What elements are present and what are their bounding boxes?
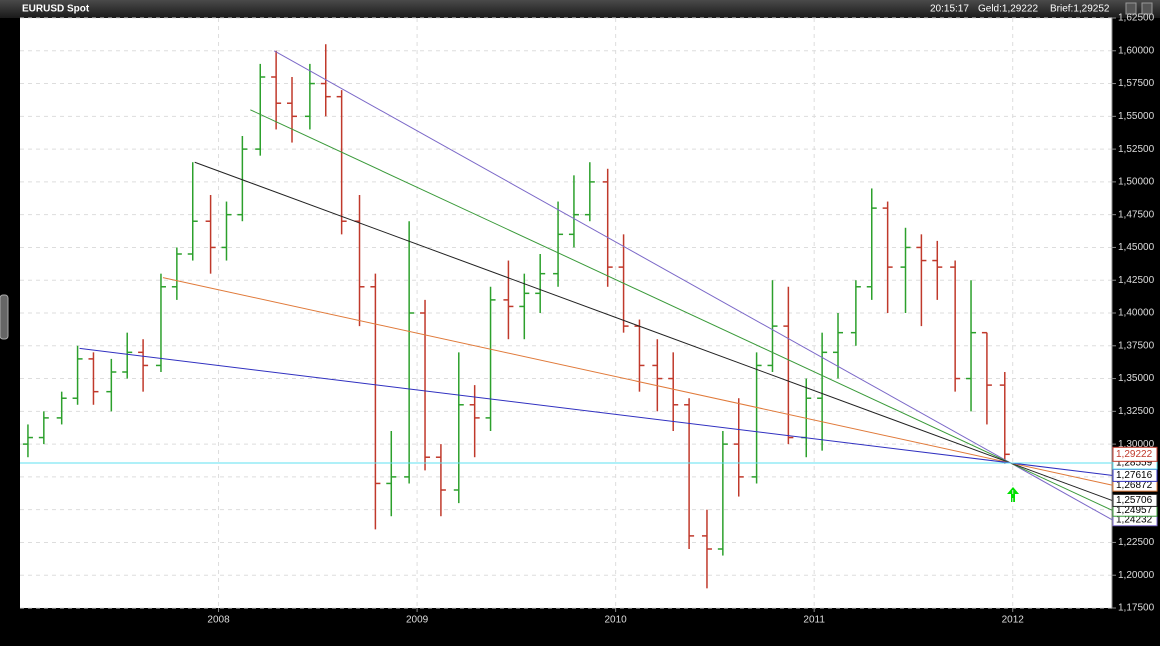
x-tick-label: 2008 [207, 615, 230, 626]
x-tick-label: 2011 [803, 615, 825, 626]
y-tick-label: 1,40000 [1118, 308, 1155, 319]
y-tick-label: 1,22500 [1118, 537, 1155, 548]
time: 20:15:17 [930, 4, 969, 15]
y-tick-label: 1,20000 [1118, 570, 1155, 581]
y-tick-label: 1,35000 [1118, 373, 1155, 384]
y-tick-label: 1,50000 [1118, 177, 1155, 188]
trendline [79, 347, 1113, 476]
trendline-value: 1,28559 [1116, 458, 1153, 469]
trendline-value: 1,27616 [1116, 470, 1153, 481]
x-tick-label: 2010 [605, 615, 628, 626]
y-tick-label: 1,30000 [1118, 439, 1155, 450]
window-button[interactable] [1141, 2, 1153, 15]
signal-arrow [1007, 487, 1019, 502]
trendline [250, 109, 1113, 511]
x-tick-label: 2009 [406, 615, 429, 626]
y-tick-label: 1,32500 [1118, 406, 1155, 417]
y-tick-label: 1,42500 [1118, 275, 1155, 286]
trendline [273, 50, 1113, 521]
y-tick-label: 1,62500 [1118, 13, 1155, 24]
trendline-value: 1,24232 [1116, 514, 1153, 525]
window-button[interactable] [1125, 2, 1137, 15]
bid: Geld:1,29222 [978, 4, 1038, 15]
y-tick-label: 1,60000 [1118, 45, 1155, 56]
trendline-value: 1,25706 [1116, 495, 1153, 506]
y-tick-label: 1,52500 [1118, 144, 1155, 155]
y-tick-label: 1,45000 [1118, 242, 1155, 253]
ask: Brief:1,29252 [1050, 4, 1110, 15]
trendline-value: 1,26872 [1116, 480, 1153, 491]
side-handle[interactable] [0, 294, 9, 340]
header-bar [0, 0, 1160, 18]
last-price: 1,29222 [1116, 449, 1153, 460]
last-price-box [1112, 446, 1158, 462]
y-tick-label: 1,37500 [1118, 340, 1155, 351]
y-tick-label: 1,17500 [1118, 603, 1155, 614]
x-tick-label: 2012 [1002, 615, 1025, 626]
trendline [194, 161, 1113, 501]
y-tick-label: 1,55000 [1118, 111, 1155, 122]
trendline-value-box [1112, 493, 1158, 507]
y-tick-label: 1,47500 [1118, 209, 1155, 220]
chart-title: EURUSD Spot [22, 4, 90, 15]
trendline [162, 277, 1113, 486]
y-tick-label: 1,57500 [1118, 78, 1155, 89]
trendline-value: 1,24957 [1116, 505, 1153, 516]
